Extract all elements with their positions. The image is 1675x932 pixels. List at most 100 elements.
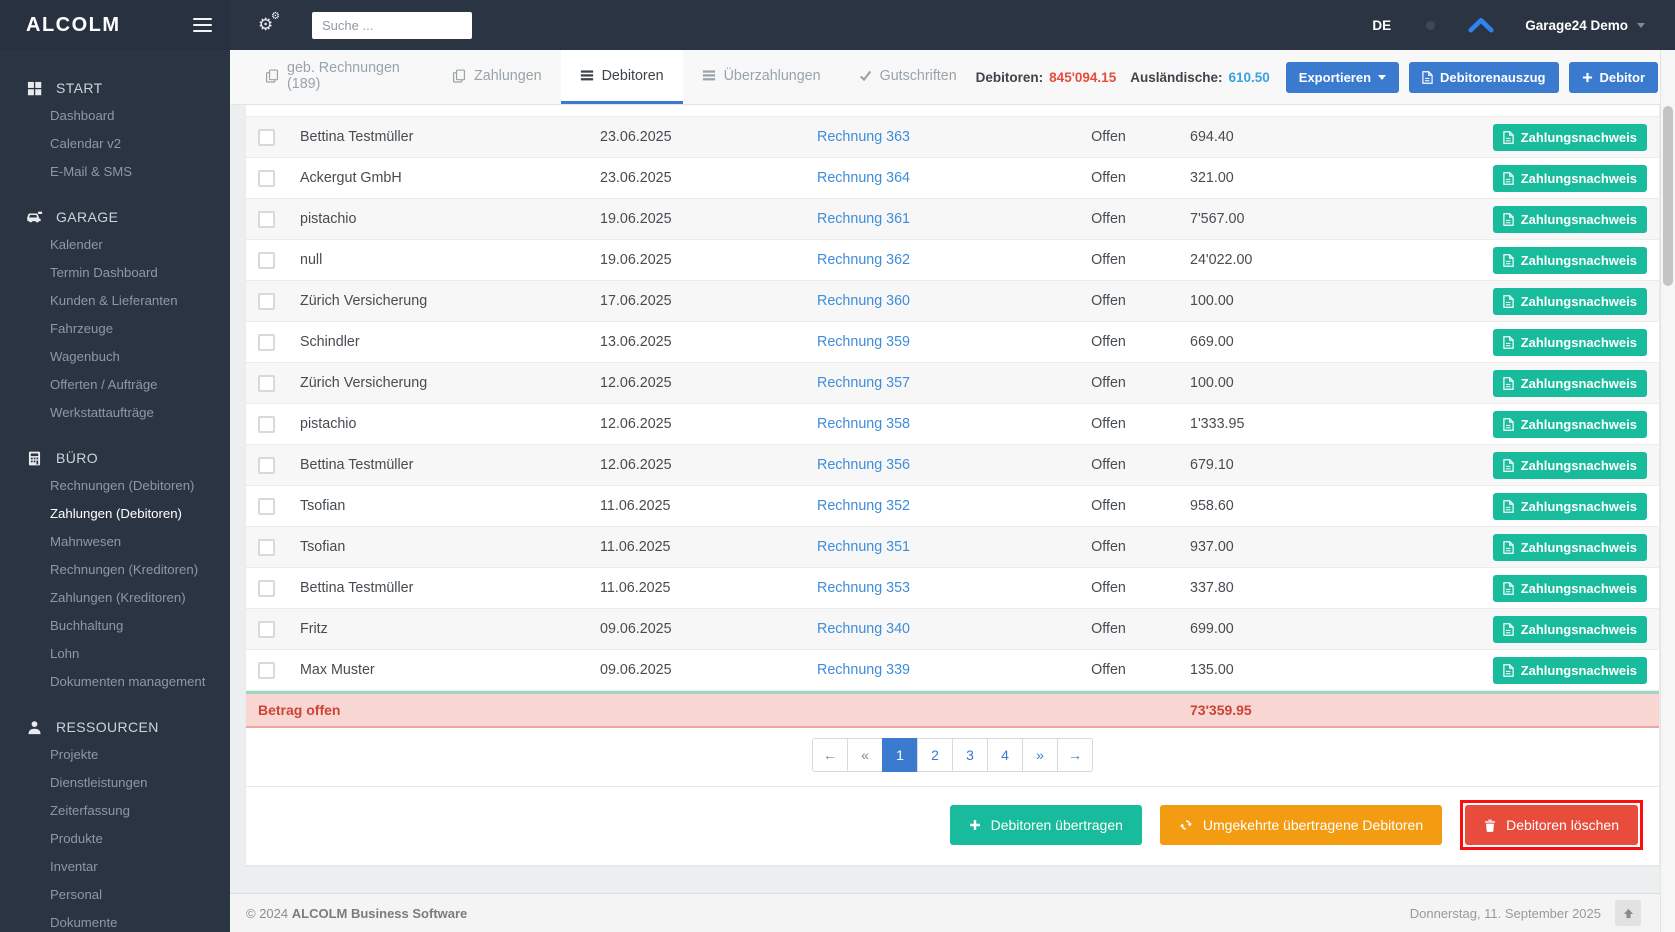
sidebar-item-buchhaltung[interactable]: Buchhaltung — [50, 618, 124, 633]
payment-proof-button[interactable]: Zahlungsnachweis — [1492, 410, 1647, 438]
row-checkbox[interactable] — [258, 456, 275, 474]
sidebar-item-fahrzeuge[interactable]: Fahrzeuge — [50, 321, 114, 336]
row-checkbox[interactable] — [258, 169, 275, 187]
sidebar-section-b-ro[interactable]: BÜRO — [0, 444, 230, 472]
payment-proof-button[interactable]: Zahlungsnachweis — [1492, 246, 1647, 274]
sidebar-item-termin-dashboard[interactable]: Termin Dashboard — [50, 265, 158, 280]
payment-proof-button[interactable]: Zahlungsnachweis — [1492, 574, 1647, 602]
invoice-link[interactable]: Rechnung 363 — [817, 129, 911, 145]
invoice-link[interactable]: Rechnung 357 — [817, 375, 911, 391]
row-checkbox[interactable] — [258, 374, 275, 392]
payment-proof-button[interactable]: Zahlungsnachweis — [1492, 615, 1647, 643]
row-checkbox[interactable] — [258, 579, 275, 597]
invoice-link[interactable]: Rechnung 358 — [817, 416, 911, 432]
page-button-1[interactable]: 1 — [882, 738, 918, 772]
page-button-4[interactable]: 4 — [987, 738, 1023, 772]
sidebar-item-werkstattauftr-ge[interactable]: Werkstattaufträge — [50, 405, 154, 420]
page-button-[interactable]: « — [847, 738, 883, 772]
tab-gutschriften[interactable]: Gutschriften — [840, 50, 976, 104]
account-menu[interactable]: Garage24 Demo — [1525, 18, 1645, 33]
invoice-link[interactable]: Rechnung 351 — [817, 539, 911, 555]
row-checkbox[interactable] — [258, 620, 275, 638]
sidebar-item-kunden-lieferanten[interactable]: Kunden & Lieferanten — [50, 293, 178, 308]
sidebar-item-kalender[interactable]: Kalender — [50, 237, 103, 252]
page-button-[interactable]: » — [1022, 738, 1058, 772]
sidebar-item-dokumenten-management[interactable]: Dokumenten management — [50, 674, 206, 689]
payment-proof-button[interactable]: Zahlungsnachweis — [1492, 164, 1647, 192]
sidebar-item-produkte[interactable]: Produkte — [50, 831, 103, 846]
sidebar-item-dokumente[interactable]: Dokumente — [50, 915, 118, 930]
row-checkbox[interactable] — [258, 661, 275, 679]
payment-proof-button[interactable]: Zahlungsnachweis — [1492, 369, 1647, 397]
sidebar-item-rechnungen-kreditoren[interactable]: Rechnungen (Kreditoren) — [50, 562, 199, 577]
sidebar-item-rechnungen-debitoren[interactable]: Rechnungen (Debitoren) — [50, 478, 195, 493]
page-button-[interactable]: → — [1057, 738, 1093, 772]
payment-proof-button[interactable]: Zahlungsnachweis — [1492, 533, 1647, 561]
tab-berzahlungen[interactable]: Überzahlungen — [683, 50, 840, 104]
debitoren-l-schen-button[interactable]: Debitoren löschen — [1465, 805, 1638, 845]
invoice-link[interactable]: Rechnung 353 — [817, 580, 911, 596]
scrollbar-thumb[interactable] — [1663, 106, 1673, 286]
sidebar-item-calendar-v2[interactable]: Calendar v2 — [50, 136, 122, 151]
search-input[interactable] — [312, 11, 472, 39]
row-checkbox[interactable] — [258, 333, 275, 351]
row-checkbox[interactable] — [258, 128, 275, 146]
invoice-link[interactable]: Rechnung 340 — [817, 621, 911, 637]
sidebar-item-lohn[interactable]: Lohn — [50, 646, 80, 661]
invoice-link[interactable]: Rechnung 339 — [817, 662, 911, 678]
sidebar-item-e-mail-sms[interactable]: E-Mail & SMS — [50, 164, 133, 179]
sidebar-item-personal[interactable]: Personal — [50, 887, 103, 902]
payment-proof-button[interactable]: Zahlungsnachweis — [1492, 205, 1647, 233]
sidebar-item-zahlungen-kreditoren[interactable]: Zahlungen (Kreditoren) — [50, 590, 186, 605]
row-checkbox[interactable] — [258, 538, 275, 556]
menu-toggle-icon[interactable] — [193, 14, 212, 37]
invoice-link[interactable]: Rechnung 356 — [817, 457, 911, 473]
payment-proof-button[interactable]: Zahlungsnachweis — [1492, 492, 1647, 520]
row-checkbox[interactable] — [258, 292, 275, 310]
scrollbar[interactable] — [1660, 50, 1675, 932]
sidebar-section-garage[interactable]: GARAGE — [0, 203, 230, 231]
invoice-link[interactable]: Rechnung 364 — [817, 170, 911, 186]
page-button-[interactable]: ← — [812, 738, 848, 772]
invoice-link[interactable]: Rechnung 360 — [817, 293, 911, 309]
tab-geb-rechnungen-189[interactable]: geb. Rechnungen (189) — [246, 50, 433, 104]
sidebar-item-zeiterfassung[interactable]: Zeiterfassung — [50, 803, 130, 818]
language-toggle[interactable]: DE — [1372, 17, 1392, 33]
invoice-link[interactable]: Rechnung 362 — [817, 252, 911, 268]
sidebar-item-dashboard[interactable]: Dashboard — [50, 108, 115, 123]
add-debtor-button[interactable]: Debitor — [1568, 61, 1658, 93]
invoice-link[interactable]: Rechnung 352 — [817, 498, 911, 514]
page-button-3[interactable]: 3 — [952, 738, 988, 772]
payment-proof-button[interactable]: Zahlungsnachweis — [1492, 451, 1647, 479]
sidebar-section-start[interactable]: START — [0, 74, 230, 102]
row-checkbox[interactable] — [258, 497, 275, 515]
sidebar-item-wagenbuch[interactable]: Wagenbuch — [50, 349, 120, 364]
row-checkbox[interactable] — [258, 210, 275, 228]
notification-dot[interactable] — [1426, 20, 1436, 30]
sidebar-item-projekte[interactable]: Projekte — [50, 747, 99, 762]
payment-proof-button[interactable]: Zahlungsnachweis — [1492, 123, 1647, 151]
debitoren-bertragen-button[interactable]: Debitoren übertragen — [949, 805, 1142, 845]
settings-gears-icon[interactable]: ⚙ ⚙ — [258, 11, 280, 34]
row-checkbox[interactable] — [258, 415, 275, 433]
sidebar-item-mahnwesen[interactable]: Mahnwesen — [50, 534, 122, 549]
sidebar-section-ressourcen[interactable]: RESSOURCEN — [0, 713, 230, 741]
tab-zahlungen[interactable]: Zahlungen — [433, 50, 561, 104]
page-button-2[interactable]: 2 — [917, 738, 953, 772]
sidebar-item-inventar[interactable]: Inventar — [50, 859, 98, 874]
sidebar-item-zahlungen-debitoren[interactable]: Zahlungen (Debitoren) — [50, 506, 182, 521]
invoice-link[interactable]: Rechnung 361 — [817, 211, 911, 227]
scroll-top-button[interactable] — [1615, 900, 1641, 926]
payment-proof-button[interactable]: Zahlungsnachweis — [1492, 656, 1647, 684]
sidebar-item-dienstleistungen[interactable]: Dienstleistungen — [50, 775, 148, 790]
row-checkbox[interactable] — [258, 251, 275, 269]
sidebar-item-offerten-auftr-ge[interactable]: Offerten / Aufträge — [50, 377, 158, 392]
tab-debitoren[interactable]: Debitoren — [560, 50, 683, 104]
payment-proof-button[interactable]: Zahlungsnachweis — [1492, 328, 1647, 356]
umgekehrte-bertragene-debitoren-button[interactable]: Umgekehrte übertragene Debitoren — [1159, 805, 1443, 845]
payment-proof-button[interactable]: Zahlungsnachweis — [1492, 287, 1647, 315]
debtor-statement-button[interactable]: Debitorenauszug — [1409, 61, 1559, 93]
invoice-link[interactable]: Rechnung 359 — [817, 334, 911, 350]
grid-icon — [25, 81, 43, 96]
export-button[interactable]: Exportieren — [1285, 61, 1400, 93]
